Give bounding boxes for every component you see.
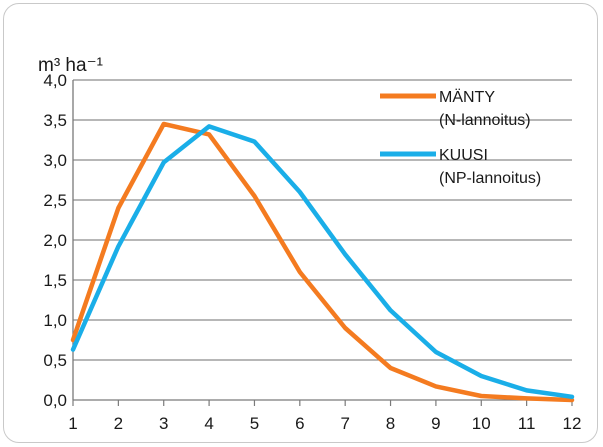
x-tick-label: 2 — [114, 414, 123, 433]
y-tick-label: 3,0 — [43, 151, 67, 170]
legend-label-kuusi: KUUSI — [439, 147, 488, 164]
y-tick-label: 3,5 — [43, 111, 67, 130]
x-tick-label: 8 — [386, 414, 395, 433]
x-tick-labels: 1 2 3 4 5 6 7 8 9 10 11 12 — [68, 414, 581, 433]
y-tick-label: 0,5 — [43, 351, 67, 370]
series-line-kuusi — [70, 124, 575, 400]
x-tick-label: 7 — [340, 414, 349, 433]
legend: MÄNTY (N-lannoitus) KUUSI (NP-lannoitus) — [380, 88, 541, 187]
series-lines — [70, 121, 575, 403]
x-tick-label: 9 — [431, 414, 440, 433]
x-tick-label: 1 — [68, 414, 77, 433]
x-tick-label: 10 — [472, 414, 491, 433]
y-tick-label: 1,5 — [43, 271, 67, 290]
y-tick-label: 1,0 — [43, 311, 67, 330]
y-tick-label: 0,0 — [43, 391, 67, 410]
legend-sublabel-kuusi: (NP-lannoitus) — [439, 170, 541, 187]
legend-label-mänty: MÄNTY — [439, 88, 495, 106]
series-line-mänty — [70, 121, 575, 403]
x-tick-label: 3 — [159, 414, 168, 433]
y-tick-label: 4,0 — [43, 71, 67, 90]
y-tick-labels: 0,0 0,5 1,0 1,5 2,0 2,5 3,0 3,5 4,0 — [43, 71, 67, 410]
x-tick-label: 6 — [295, 414, 304, 433]
chart-frame — [3, 3, 598, 443]
x-tick-label: 12 — [563, 414, 582, 433]
y-axis-label: m³ ha⁻¹ — [38, 55, 103, 76]
legend-sublabel-mänty: (N-lannoitus) — [439, 112, 531, 129]
y-tick-label: 2,5 — [43, 191, 67, 210]
gridlines — [73, 79, 572, 361]
x-tick-label: 11 — [518, 414, 536, 433]
x-tick-label: 5 — [250, 414, 259, 433]
x-tick-label: 4 — [204, 414, 213, 433]
y-tick-label: 2,0 — [43, 231, 67, 250]
